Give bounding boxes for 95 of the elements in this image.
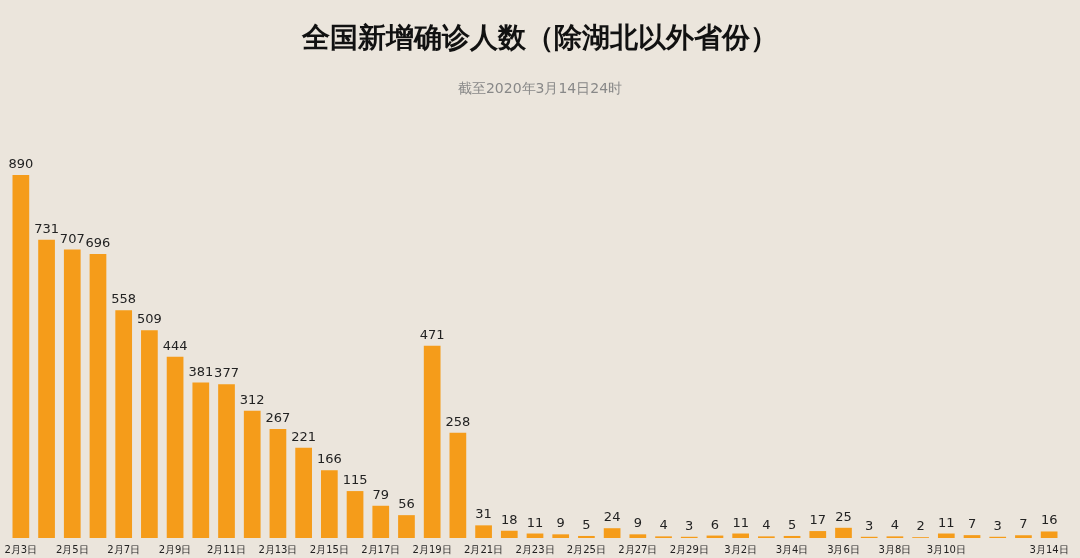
data-label: 221 — [291, 428, 317, 444]
bar — [475, 525, 492, 538]
data-label: 7 — [967, 516, 977, 532]
data-label: 18 — [501, 511, 518, 527]
x-tick-label: 3月14日 — [1029, 543, 1069, 555]
bar — [835, 527, 852, 538]
data-label: 696 — [85, 235, 111, 251]
data-label: 312 — [239, 391, 265, 407]
x-tick-label: 2月23日 — [515, 543, 555, 555]
bar — [243, 410, 261, 538]
x-tick-label: 2月13日 — [258, 543, 298, 555]
data-label: 166 — [316, 451, 342, 467]
x-tick-label: 2月5日 — [55, 543, 89, 555]
data-label: 258 — [445, 413, 471, 429]
data-label: 3 — [865, 517, 874, 533]
bar — [192, 382, 210, 538]
bar — [449, 432, 467, 538]
bar — [12, 174, 30, 538]
data-label: 11 — [938, 514, 955, 530]
x-tick-label: 2月29日 — [669, 543, 709, 555]
x-tick-label: 2月9日 — [158, 543, 192, 555]
bar — [295, 447, 312, 538]
bar — [809, 531, 827, 538]
data-label: 11 — [732, 514, 749, 530]
data-label: 31 — [475, 506, 492, 522]
data-label: 707 — [59, 230, 85, 246]
data-label: 3 — [685, 517, 694, 533]
bar — [141, 330, 158, 538]
bar — [166, 356, 184, 538]
x-tick-label: 3月2日 — [724, 543, 758, 555]
x-tick-label: 2月19日 — [412, 543, 452, 555]
bar — [963, 535, 981, 538]
x-tick-label: 2月25日 — [566, 543, 606, 555]
data-label: 25 — [835, 508, 852, 524]
bar — [372, 505, 390, 538]
data-label: 17 — [809, 512, 827, 528]
x-tick-label: 2月17日 — [361, 543, 401, 555]
data-label: 4 — [659, 517, 668, 533]
data-label: 444 — [162, 337, 188, 353]
data-label: 509 — [136, 311, 162, 327]
bar — [63, 249, 81, 538]
data-label: 2 — [916, 518, 925, 534]
bar — [38, 239, 55, 538]
bar — [346, 491, 364, 538]
data-label: 381 — [188, 363, 214, 379]
chart-title: 全国新增确诊人数（除湖北以外省份） — [301, 20, 778, 54]
data-label: 56 — [398, 496, 415, 512]
bar — [937, 533, 955, 538]
bar — [89, 254, 107, 538]
bar — [500, 530, 518, 538]
data-label: 9 — [556, 515, 565, 531]
data-label: 11 — [526, 514, 544, 530]
bar — [732, 533, 750, 538]
data-label: 890 — [8, 155, 34, 171]
x-tick-label: 3月8日 — [878, 543, 912, 555]
data-label: 4 — [890, 517, 900, 533]
bar — [629, 534, 647, 538]
x-tick-label: 2月21日 — [464, 543, 504, 555]
x-tick-label: 3月4日 — [775, 543, 809, 555]
data-label: 7 — [1019, 516, 1028, 532]
data-label: 16 — [1040, 512, 1058, 528]
data-label: 377 — [214, 365, 239, 381]
bar — [603, 528, 621, 538]
bar — [398, 515, 415, 538]
data-label: 471 — [419, 326, 445, 342]
bar — [1015, 535, 1032, 538]
bar — [1040, 531, 1058, 538]
data-label: 6 — [710, 516, 720, 532]
data-label: 4 — [762, 517, 771, 533]
x-tick-label: 2月7日 — [107, 543, 141, 555]
data-label: 79 — [372, 486, 390, 502]
data-label: 558 — [111, 291, 137, 307]
x-tick-label: 2月11日 — [206, 543, 247, 555]
x-tick-label: 3月10日 — [926, 543, 966, 555]
data-label: 3 — [993, 517, 1002, 533]
data-label: 731 — [34, 220, 59, 236]
data-label: 9 — [633, 515, 642, 531]
data-label: 267 — [265, 410, 291, 426]
bar — [552, 534, 570, 538]
bar — [115, 310, 133, 538]
data-label: 24 — [603, 509, 621, 525]
bar — [783, 535, 801, 538]
x-tick-label: 2月27日 — [618, 543, 658, 555]
bar — [269, 429, 287, 538]
bar — [423, 345, 441, 538]
bar — [578, 535, 595, 538]
x-tick-label: 2月3日 — [4, 543, 38, 555]
bar — [320, 470, 338, 538]
chart-subtitle: 截至2020年3月14日24时 — [457, 80, 623, 96]
data-label: 5 — [582, 516, 591, 532]
data-label: 5 — [787, 516, 797, 532]
x-tick-label: 3月6日 — [827, 543, 860, 555]
x-tick-label: 2月15日 — [309, 543, 349, 555]
bar — [218, 384, 235, 538]
data-label: 115 — [342, 472, 368, 488]
